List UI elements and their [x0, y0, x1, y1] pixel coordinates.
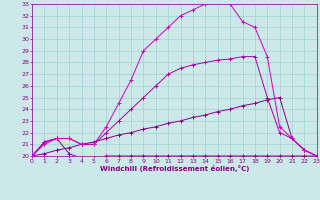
X-axis label: Windchill (Refroidissement éolien,°C): Windchill (Refroidissement éolien,°C): [100, 165, 249, 172]
